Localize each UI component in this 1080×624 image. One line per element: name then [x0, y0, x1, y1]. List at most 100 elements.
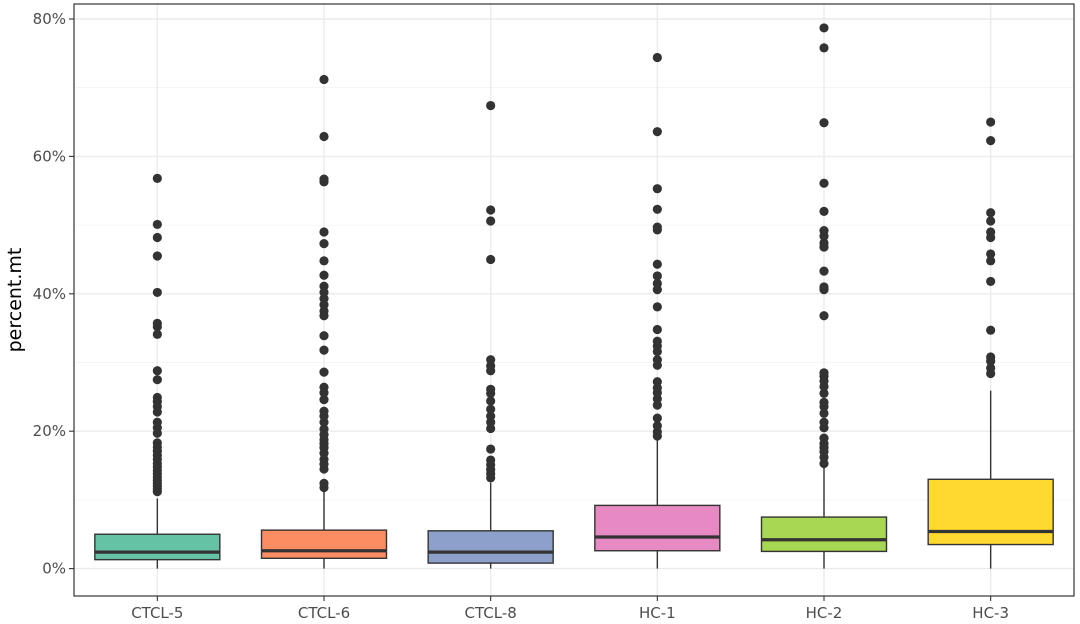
plot-panel-border [73, 3, 1075, 597]
outlier-point [986, 352, 996, 362]
x-tick-label: HC-2 [806, 604, 843, 622]
box-iqr [760, 516, 888, 553]
box-hc-1 [594, 52, 721, 569]
outlier-point [319, 345, 329, 355]
outlier-point [652, 127, 662, 137]
outlier-point [986, 135, 996, 146]
box-hc-3 [927, 117, 1054, 569]
outlier-point [986, 325, 996, 335]
outlier-point [819, 368, 829, 378]
outlier-point [986, 117, 996, 127]
y-tick-label: 60% [33, 147, 66, 165]
outlier-point [319, 239, 329, 249]
outlier-point [819, 118, 829, 128]
outlier-point [652, 336, 662, 346]
outlier-point [819, 178, 829, 188]
outlier-point [319, 256, 329, 266]
outlier-point [486, 411, 496, 421]
outlier-point [986, 216, 996, 226]
outlier-point [152, 375, 162, 385]
outlier-point [986, 363, 996, 373]
y-tick-label: 80% [33, 10, 66, 28]
plot-panel-background [74, 4, 1074, 596]
outlier-point [652, 355, 662, 365]
outlier-point [152, 232, 162, 243]
outlier-point [819, 282, 829, 292]
outlier-point [486, 355, 496, 365]
box-ctcl-6 [260, 74, 388, 569]
outlier-point [819, 225, 829, 236]
box-series [94, 23, 1054, 569]
outlier-point [319, 174, 329, 184]
outlier-point [319, 394, 329, 405]
outlier-point [486, 216, 496, 226]
outlier-point [652, 278, 662, 289]
x-tick-label: CTCL-6 [298, 604, 350, 622]
outlier-point [652, 324, 662, 335]
outlier-point [319, 270, 329, 280]
box-iqr [94, 533, 221, 561]
outlier-point [819, 408, 829, 418]
outlier-point [652, 413, 662, 423]
outlier-point [486, 205, 496, 215]
outlier-point [319, 406, 329, 416]
outlier-point [652, 259, 662, 269]
y-axis: 0% 20% 40% 60% 80% [33, 10, 74, 578]
outlier-point [486, 254, 496, 265]
outlier-point [152, 329, 162, 339]
outlier-point [819, 397, 829, 407]
outlier-point [652, 222, 662, 232]
outlier-point [819, 238, 829, 248]
outlier-point [152, 287, 162, 298]
outlier-point [819, 206, 829, 216]
y-tick-label: 20% [33, 422, 66, 440]
y-tick-label: 0% [42, 560, 66, 578]
outlier-point [486, 404, 496, 414]
outlier-point [319, 478, 329, 489]
outlier-point [152, 251, 162, 261]
outlier-point [319, 227, 329, 237]
outlier-point [486, 455, 496, 465]
outlier-point [152, 318, 162, 328]
box-iqr [594, 504, 721, 552]
outlier-point [486, 100, 496, 111]
outlier-point [986, 227, 996, 237]
outlier-point [486, 396, 496, 406]
outlier-point [652, 204, 662, 214]
outlier-point [986, 249, 996, 259]
outlier-point [819, 433, 829, 443]
outlier-point [986, 256, 996, 266]
outlier-point [652, 377, 662, 387]
outlier-point [319, 382, 329, 392]
x-tick-label: CTCL-5 [131, 604, 183, 622]
outlier-point [819, 23, 829, 33]
outlier-point [152, 392, 162, 403]
outlier-point [486, 384, 496, 394]
outlier-point [486, 444, 496, 454]
outlier-point [986, 276, 996, 287]
x-axis: CTCL-5 CTCL-6 CTCL-8 HC-1 HC-2 HC-3 [131, 596, 1009, 622]
box-iqr [427, 530, 554, 564]
outlier-point [152, 417, 162, 427]
outlier-point [652, 184, 662, 194]
box-hc-2 [760, 23, 888, 569]
outlier-point [819, 417, 829, 427]
outlier-point [819, 266, 829, 276]
outlier-point [319, 367, 329, 377]
y-axis-title: percent.mt [4, 248, 26, 353]
outlier-point [819, 311, 829, 321]
outlier-point [652, 52, 662, 63]
x-tick-label: CTCL-8 [465, 604, 517, 622]
outlier-point [152, 366, 162, 376]
outlier-point [986, 208, 996, 218]
outlier-point [652, 302, 662, 312]
outlier-point [152, 438, 162, 448]
outlier-point [819, 43, 829, 53]
box-iqr [927, 478, 1054, 546]
outlier-point [319, 131, 329, 142]
outlier-point [152, 219, 162, 230]
y-tick-label: 40% [33, 285, 66, 303]
outlier-point [652, 271, 662, 281]
x-tick-label: HC-3 [972, 604, 1009, 622]
